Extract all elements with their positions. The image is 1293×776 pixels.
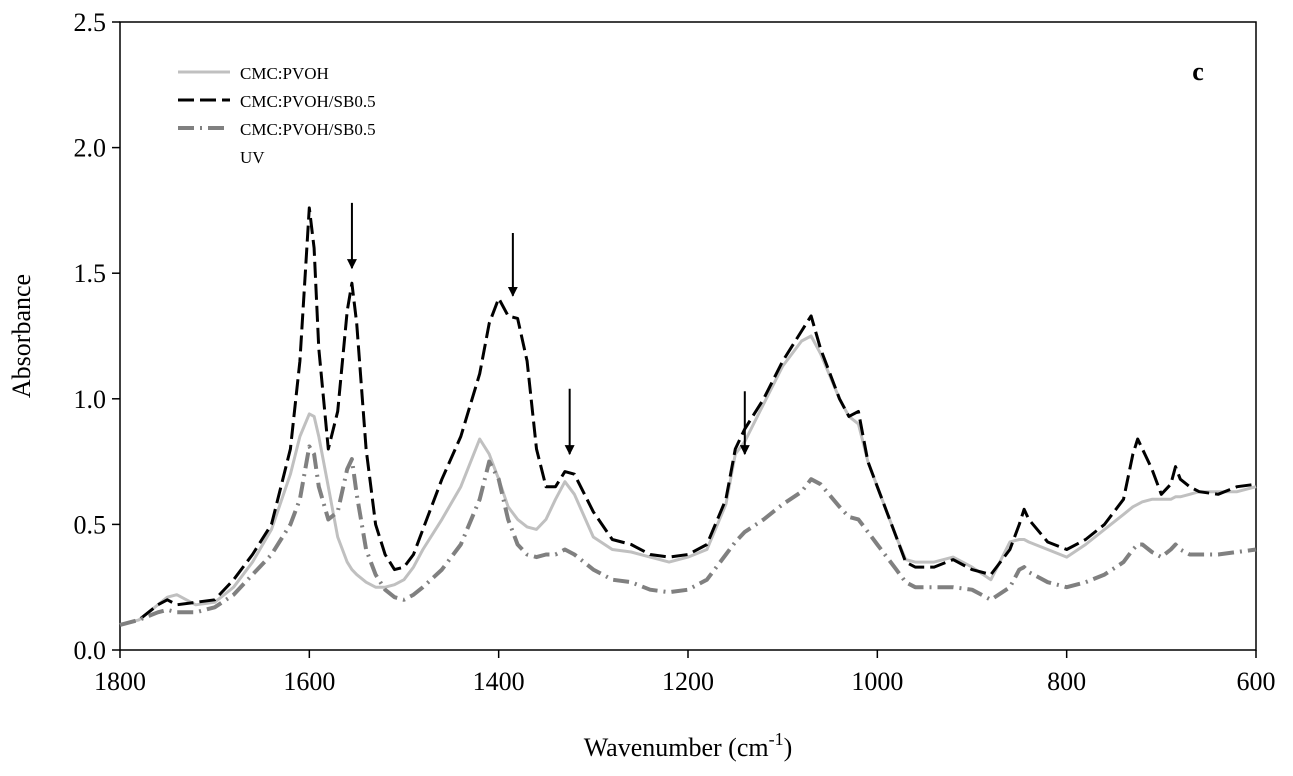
y-tick-label: 2.0 <box>74 134 107 163</box>
legend-label: CMC:PVOH/SB0.5 UV <box>240 120 376 167</box>
x-axis-title: Wavenumber (cm-1) <box>584 729 793 762</box>
x-tick-label: 800 <box>1047 667 1086 696</box>
y-tick-label: 1.5 <box>74 259 107 288</box>
y-tick-label: 0.0 <box>74 636 107 665</box>
y-tick-label: 0.5 <box>74 510 107 539</box>
x-tick-label: 600 <box>1237 667 1276 696</box>
x-axis-title-tail: ) <box>784 733 793 762</box>
x-axis-title-sup: -1 <box>769 729 784 749</box>
panel-label: c <box>1192 57 1204 86</box>
x-tick-label: 1600 <box>283 667 335 696</box>
x-axis-title-text: Wavenumber (cm <box>584 733 769 762</box>
x-tick-label: 1800 <box>94 667 146 696</box>
x-tick-label: 1000 <box>851 667 903 696</box>
legend: CMC:PVOH CMC:PVOH/SB0.5 CMC:PVOH/SB0.5 UV <box>240 60 390 172</box>
series-line <box>119 206 1257 627</box>
legend-label: CMC:PVOH/SB0.5 <box>240 92 376 111</box>
x-tick-label: 1400 <box>473 667 525 696</box>
x-tick-label: 1200 <box>662 667 714 696</box>
series-line <box>119 334 1257 627</box>
legend-label: CMC:PVOH <box>240 64 329 83</box>
y-tick-label: 2.5 <box>74 8 107 37</box>
y-tick-label: 1.0 <box>74 385 107 414</box>
y-axis-title: Absorbance <box>7 274 36 398</box>
